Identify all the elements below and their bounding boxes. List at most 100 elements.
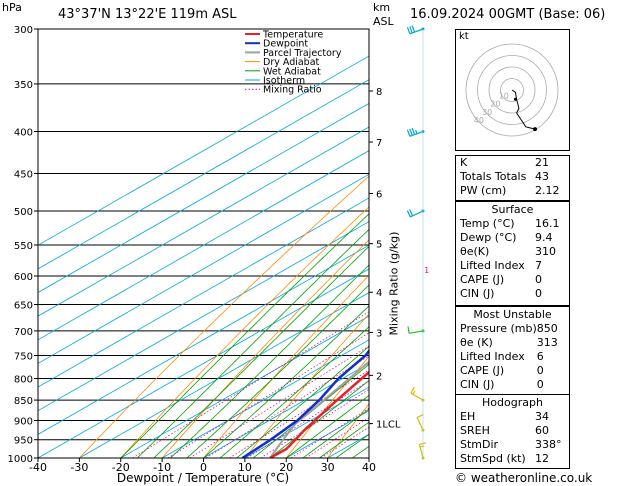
- index-row: PW (cm) 2.12: [456, 184, 569, 198]
- index-row: SREH 60: [456, 424, 569, 438]
- km-tick-label: 2: [376, 371, 382, 382]
- wet-adiabat: [219, 326, 369, 458]
- km-tick-label: 6: [376, 189, 382, 200]
- index-row: CIN (J) 0: [456, 287, 569, 301]
- index-label: CIN (J): [460, 378, 495, 391]
- index-label: StmSpd (kt): [460, 452, 526, 465]
- km-tick-label: 3: [376, 328, 382, 339]
- index-row: θe(K) 310: [456, 245, 569, 259]
- index-value: 34: [535, 410, 549, 423]
- pressure-tick-label: 300: [14, 25, 33, 36]
- temp-tick-label: 20: [279, 461, 293, 474]
- isotherm-line: [38, 197, 369, 388]
- temperature-line: [269, 370, 369, 458]
- index-row: Totals Totals 43: [456, 170, 569, 184]
- km-tick-label: 7: [376, 138, 382, 149]
- index-value: 0: [536, 364, 544, 377]
- hodograph-ring: [500, 78, 524, 102]
- hodograph-ring: [465, 43, 559, 137]
- temp-tick-label: 10: [238, 461, 252, 474]
- isotherm-line: [38, 79, 369, 270]
- isotherm-line: [38, 150, 369, 341]
- wind-barb: [406, 209, 425, 218]
- mixing-ratio-line: [290, 407, 369, 458]
- hodograph-panel: kt 10 20 30 40: [455, 29, 570, 151]
- wet-adiabat: [203, 305, 369, 458]
- mixing-ratio-label: 1: [424, 266, 429, 275]
- pressure-tick-label: 500: [14, 207, 33, 218]
- index-label: CAPE (J): [460, 273, 505, 286]
- pressure-tick-label: 450: [14, 169, 33, 180]
- pressure-tick-label: 900: [14, 416, 33, 427]
- hodograph-ring-label: 30: [482, 108, 492, 117]
- index-value: 9.4: [535, 231, 553, 244]
- index-label: Dewp (°C): [460, 231, 517, 244]
- dry-adiabat: [203, 274, 369, 458]
- pressure-tick-label: 950: [14, 436, 33, 447]
- surface-title: Surface: [491, 203, 534, 216]
- pressure-tick-label: 850: [14, 396, 33, 407]
- km-tick-label: 5: [376, 240, 382, 251]
- index-row: K 21: [456, 156, 569, 170]
- datetime-title: 16.09.2024 00GMT (Base: 06): [410, 7, 606, 22]
- hodograph-index-title: Hodograph: [482, 396, 543, 409]
- mixing-ratio-axis-label: Mixing Ratio (g/kg): [387, 231, 401, 336]
- isotherm-line: [79, 292, 369, 458]
- wet-adiabat: [170, 264, 369, 458]
- index-value: 16.1: [535, 217, 560, 230]
- wind-barb: [410, 386, 425, 402]
- temp-tick-label: 40: [362, 461, 376, 474]
- index-label: PW (cm): [460, 184, 507, 197]
- hodograph-index-panel: Hodograph EH 34 SREH 60 StmDir 338° StmSpd (kt…: [455, 394, 570, 469]
- isotherm-line: [410, 29, 452, 458]
- wet-adiabat: [137, 228, 369, 458]
- wind-barb: [406, 127, 425, 137]
- mixing-ratio-line: [189, 345, 369, 458]
- pressure-tick-label: 750: [14, 351, 33, 362]
- hodograph-unit: kt: [459, 31, 469, 42]
- index-label: CAPE (J): [460, 364, 505, 377]
- temp-tick-label: -10: [153, 461, 171, 474]
- index-label: θe (K): [460, 336, 493, 349]
- pressure-tick-label: 550: [14, 241, 33, 252]
- mixing-ratio-line: [229, 369, 369, 458]
- index-value: 12: [535, 452, 549, 465]
- hodograph-ring-label: 40: [474, 116, 484, 125]
- index-label: Totals Totals: [460, 170, 527, 183]
- index-row: Dewp (°C) 9.4: [456, 231, 569, 245]
- index-value: 2.12: [535, 184, 560, 197]
- index-value: 43: [535, 170, 549, 183]
- pressure-tick-label: 700: [14, 327, 33, 338]
- skewt-chart: 3003504004505005506006507007508008509009…: [8, 25, 452, 485]
- index-row: Lifted Index 6: [456, 350, 569, 364]
- dry-adiabat: [244, 313, 369, 458]
- mixing-ratio-line: [132, 311, 369, 458]
- wet-adiabat: [302, 408, 369, 458]
- pressure-tick-label: 650: [14, 301, 33, 312]
- wet-adiabat: [186, 284, 369, 458]
- hodograph-trace: [511, 89, 536, 130]
- height-unit-asl: ASL: [373, 15, 394, 28]
- index-label: θe(K): [460, 245, 490, 258]
- dry-adiabat: [410, 29, 452, 458]
- hodograph-ring: [488, 66, 536, 114]
- temp-tick-label: 0: [200, 461, 207, 474]
- index-row: Lifted Index 7: [456, 259, 569, 273]
- isotherm-line: [38, 126, 369, 317]
- km-tick-label: 1LCL: [376, 420, 401, 431]
- parcel-trajectory-line: [269, 360, 369, 458]
- index-label: Lifted Index: [460, 350, 525, 363]
- index-label: Temp (°C): [460, 217, 515, 230]
- legend-label: Parcel Trajectory: [263, 48, 342, 59]
- wet-adiabat: [120, 213, 369, 458]
- index-value: 21: [535, 156, 549, 169]
- hodograph-ring-label: 20: [490, 100, 500, 109]
- wet-adiabat: [236, 345, 369, 458]
- index-value: 338°: [535, 438, 562, 451]
- pressure-tick-label: 600: [14, 272, 33, 283]
- index-value: 850: [536, 322, 558, 335]
- wind-barb: [406, 25, 425, 35]
- index-value: 313: [536, 336, 558, 349]
- index-label: EH: [460, 410, 476, 423]
- isotherm-line: [38, 173, 369, 364]
